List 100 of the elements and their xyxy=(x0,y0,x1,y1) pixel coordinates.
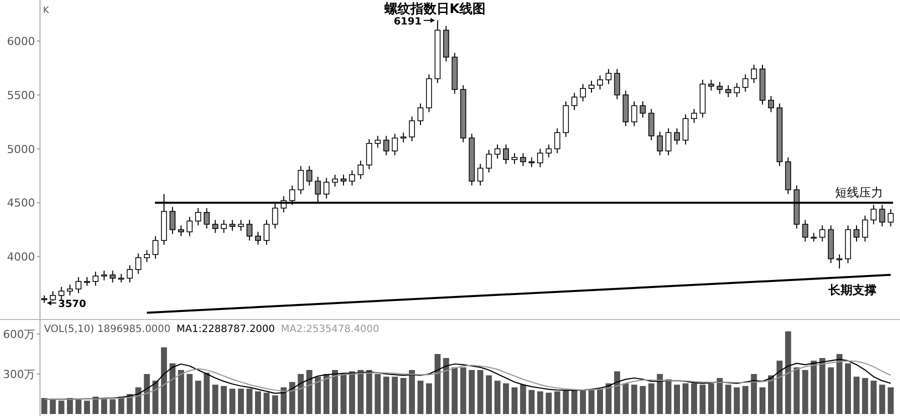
bar xyxy=(674,384,680,414)
bar xyxy=(255,391,262,414)
bar xyxy=(640,386,646,414)
bar xyxy=(725,384,732,414)
candlestick xyxy=(92,271,99,286)
bar xyxy=(229,388,236,414)
candlestick xyxy=(554,128,560,154)
candlestick xyxy=(477,163,484,186)
bar xyxy=(66,398,73,414)
bar xyxy=(408,370,415,414)
bar xyxy=(374,374,381,414)
bar xyxy=(135,387,142,414)
bar xyxy=(819,358,826,414)
candlestick xyxy=(238,219,244,232)
candlestick xyxy=(742,74,748,92)
bar xyxy=(170,363,176,414)
text: MA1:2288787.2000 xyxy=(176,324,275,335)
bar xyxy=(520,384,526,414)
candlestick xyxy=(408,116,415,142)
bar xyxy=(888,387,894,414)
bar xyxy=(417,380,424,414)
bar xyxy=(195,380,202,414)
bar xyxy=(708,383,714,414)
candlestick xyxy=(606,68,612,85)
bar xyxy=(460,367,466,414)
bar xyxy=(426,383,432,414)
candlestick xyxy=(418,103,424,126)
candlestick xyxy=(537,148,544,168)
bar xyxy=(734,387,740,414)
candlestick xyxy=(494,144,500,159)
bar xyxy=(554,391,560,414)
bar xyxy=(512,387,518,414)
bar xyxy=(468,370,475,414)
candlestick xyxy=(674,128,680,145)
candlestick xyxy=(126,264,133,283)
bar xyxy=(92,396,99,414)
y-tick-label: 6000 xyxy=(7,34,35,48)
bar xyxy=(101,398,108,414)
candlestick xyxy=(546,144,552,158)
bar xyxy=(571,390,578,414)
candlestick xyxy=(349,170,356,186)
candlestick xyxy=(358,160,364,180)
bar xyxy=(349,371,356,414)
bar xyxy=(750,374,757,414)
bar xyxy=(434,354,441,414)
candlestick xyxy=(220,219,227,234)
bar xyxy=(238,388,244,414)
bar xyxy=(716,378,723,414)
chart-title: 螺纹指数日K线图 xyxy=(383,1,486,17)
bar xyxy=(528,390,535,414)
bar xyxy=(828,367,834,414)
candlestick xyxy=(340,174,346,186)
candlestick xyxy=(802,219,808,242)
candlestick xyxy=(819,224,826,242)
bar xyxy=(323,374,330,414)
bar xyxy=(494,380,500,414)
bar xyxy=(691,383,698,414)
bar xyxy=(700,384,706,414)
candlestick xyxy=(512,152,518,164)
bar xyxy=(383,376,390,414)
y-tick-label: 300万 xyxy=(3,368,35,381)
candlestick xyxy=(152,236,158,260)
bar xyxy=(75,399,82,414)
candlestick xyxy=(768,95,774,113)
bar xyxy=(118,396,124,414)
candlestick xyxy=(571,92,578,110)
bar xyxy=(204,372,210,414)
bar xyxy=(862,378,868,414)
candlestick xyxy=(486,149,492,174)
bar xyxy=(879,384,886,414)
candlestick xyxy=(597,74,603,90)
bar xyxy=(477,370,484,414)
candlestick xyxy=(110,270,116,283)
bar xyxy=(392,376,398,414)
candlestick xyxy=(888,208,894,227)
y-tick-label: 600万 xyxy=(3,328,35,341)
bar xyxy=(794,367,800,414)
bar xyxy=(110,399,116,414)
bar xyxy=(84,400,90,414)
bar xyxy=(452,367,458,414)
candlestick xyxy=(580,84,586,102)
candlestick xyxy=(520,152,526,167)
bar xyxy=(537,391,544,414)
candlestick xyxy=(836,254,842,269)
candlestick xyxy=(323,177,330,199)
annotation: 3570 xyxy=(58,298,86,310)
bar xyxy=(366,370,372,414)
candlestick xyxy=(195,208,202,226)
bar xyxy=(648,383,654,414)
bar xyxy=(870,380,877,414)
bar xyxy=(58,400,64,414)
bar xyxy=(656,374,663,414)
bar xyxy=(614,371,620,414)
bar xyxy=(606,383,612,414)
text: MA2:2535478.4000 xyxy=(280,324,380,335)
bar xyxy=(186,374,193,414)
candlestick xyxy=(734,82,740,98)
candlestick xyxy=(503,144,509,164)
candlestick xyxy=(400,132,406,143)
bar xyxy=(546,392,552,414)
